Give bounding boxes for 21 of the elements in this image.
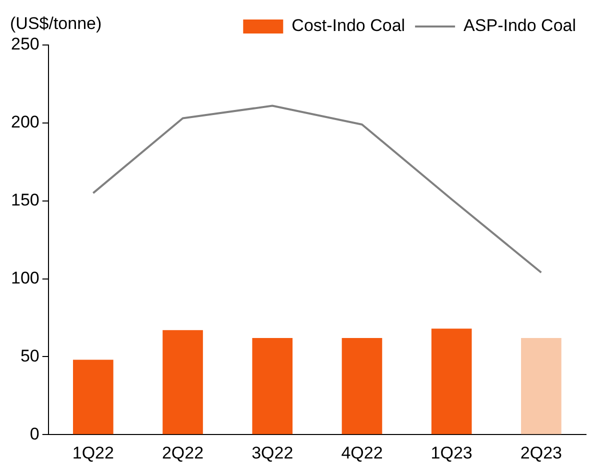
y-tick-label: 0 <box>30 424 40 444</box>
bar <box>252 338 293 434</box>
bar <box>342 338 382 434</box>
x-tick-label: 3Q22 <box>252 443 294 462</box>
x-tick-label: 2Q22 <box>162 443 204 462</box>
bar <box>162 330 203 434</box>
x-tick-label: 2Q23 <box>520 443 562 462</box>
x-tick-label: 1Q22 <box>72 443 114 462</box>
bar <box>73 360 114 434</box>
y-tick-label: 150 <box>10 190 40 210</box>
y-axis-title: (US$/tonne) <box>10 14 102 34</box>
x-tick-label: 1Q23 <box>430 443 472 462</box>
legend-label: ASP-Indo Coal <box>464 16 576 36</box>
y-tick-label: 200 <box>10 112 40 132</box>
y-tick-label: 50 <box>20 346 40 366</box>
x-tick-label: 4Q22 <box>341 443 383 462</box>
bar <box>521 338 562 434</box>
legend-label: Cost-Indo Coal <box>292 16 406 36</box>
y-tick-label: 100 <box>10 268 40 288</box>
y-tick-label: 250 <box>10 34 40 54</box>
bar <box>431 328 472 434</box>
